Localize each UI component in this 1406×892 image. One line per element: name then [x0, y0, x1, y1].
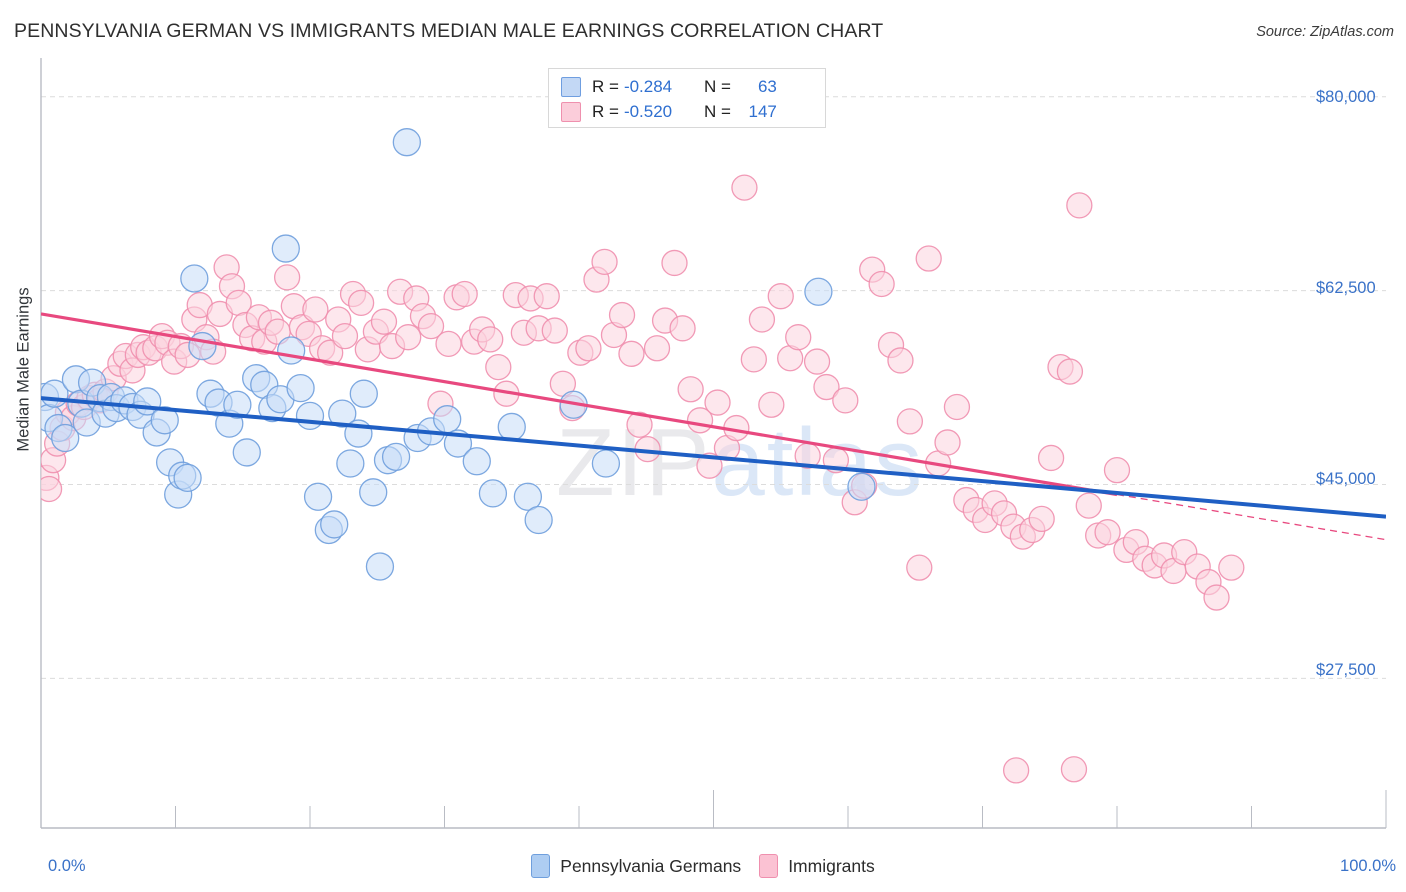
r-label-pink: R =: [592, 101, 619, 121]
x-tick-label-max: 100.0%: [1340, 857, 1396, 875]
series-immigrants: [41, 174, 1245, 784]
stats-legend-row-pennsylvania-germans: R = -0.284 N = 63: [561, 74, 813, 99]
trendline-immigrants: [41, 312, 1118, 497]
source-label: Source: ZipAtlas.com: [1256, 24, 1394, 40]
gridlines: [41, 96, 1386, 679]
series-legend-item-pennsylvania-germans[interactable]: Pennsylvania Germans: [531, 854, 741, 878]
r-label-blue: R =: [592, 76, 619, 96]
y-tick-label-62500: $62,500: [1316, 279, 1376, 297]
legend-swatch-blue-icon: [561, 76, 581, 97]
trendline-pennsylvania-germans: [41, 396, 1386, 519]
n-label-pink: N =: [703, 101, 731, 121]
r-value-blue: -0.284: [623, 76, 673, 96]
series-legend-label-immigrants: Immigrants: [788, 855, 875, 876]
page-title: PENNSYLVANIA GERMAN VS IMMIGRANTS MEDIAN…: [14, 20, 884, 42]
y-tick-label-27500: $27,500: [1316, 661, 1376, 679]
series-swatch-immigrants-icon: [759, 854, 779, 878]
legend-swatch-pink-icon: [561, 101, 581, 122]
n-value-blue: 63: [757, 76, 777, 96]
n-label-blue: N =: [703, 76, 731, 96]
data-points: [41, 128, 1245, 784]
y-tick-label-80000: $80,000: [1316, 88, 1376, 106]
stats-legend-row-immigrants: R = -0.520 N = 147: [561, 99, 813, 124]
r-value-pink: -0.520: [623, 101, 673, 121]
series-legend-label-pennsylvania-germans: Pennsylvania Germans: [560, 855, 742, 876]
series-pennsylvania-germans: [41, 128, 876, 581]
series-swatch-pennsylvania-germans-icon: [531, 854, 551, 878]
trendline-immigrants-extrapolated: [1116, 493, 1386, 541]
y-tick-label-45000: $45,000: [1316, 470, 1376, 488]
axis-lines: [40, 58, 1387, 829]
x-tick-label-min: 0.0%: [48, 857, 86, 875]
series-legend-item-immigrants[interactable]: Immigrants: [759, 854, 875, 878]
series-legend: Pennsylvania Germans Immigrants: [0, 854, 1406, 878]
trendlines: [41, 312, 1386, 541]
n-value-pink: 147: [748, 101, 777, 121]
stats-legend: R = -0.284 N = 63 R = -0.520 N = 147: [548, 68, 826, 128]
